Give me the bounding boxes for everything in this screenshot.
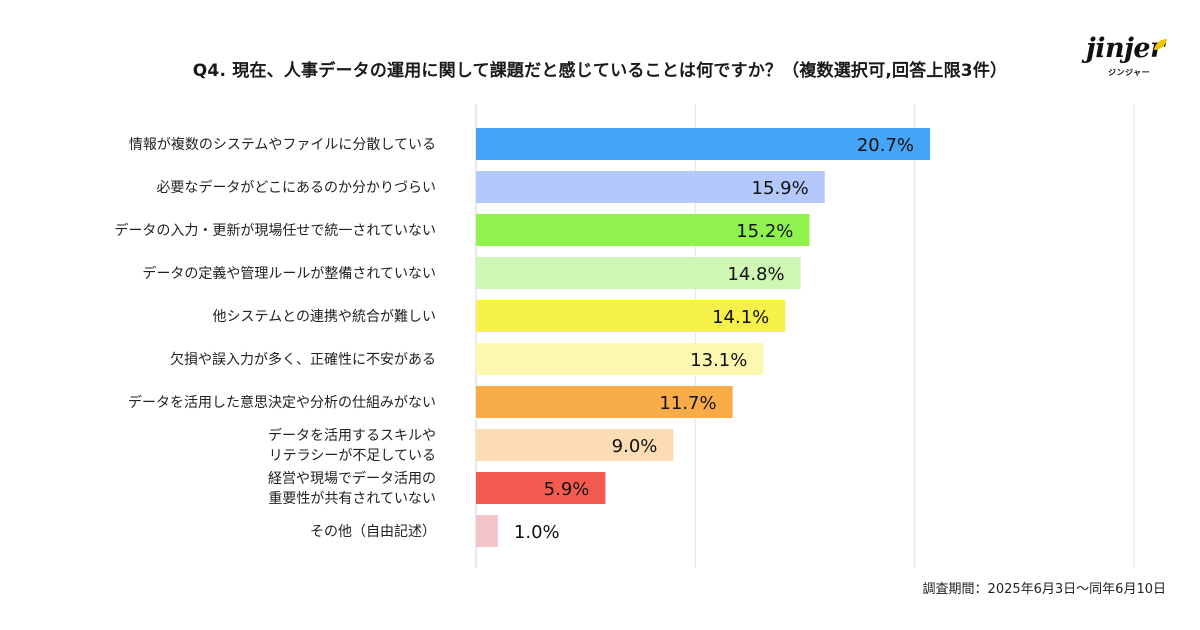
bar <box>476 472 606 504</box>
data-label: 11.7% <box>659 393 716 414</box>
category-label: データの定義や管理ルールが整備されていない <box>142 265 436 282</box>
category-label: データの入力・更新が現場任せで統一されていない <box>114 222 436 239</box>
data-label: 13.1% <box>690 350 747 371</box>
category-label: 欠損や誤入力が多く、正確性に不安がある <box>170 351 436 368</box>
page-title: Q4. 現在、人事データの運用に関して課題だと感じていることは何ですか？（複数選… <box>192 61 1008 81</box>
bar <box>476 386 733 418</box>
category-label: 経営や現場でデータ活用の重要性が共有されていない <box>268 470 436 507</box>
bar <box>476 300 786 332</box>
logo-word: jinjer <box>1086 33 1164 64</box>
bar <box>476 128 931 160</box>
leaf-icon <box>1154 39 1167 50</box>
category-label: データを活用するスキルやリテラシーが不足している <box>268 427 436 464</box>
bar <box>476 429 674 461</box>
category-label: その他（自由記述） <box>310 523 436 540</box>
data-label: 14.8% <box>727 264 784 285</box>
jinjer-logo: jinjer ジンジャー <box>1086 34 1170 84</box>
data-label: 5.9% <box>544 479 590 500</box>
bar <box>476 257 801 289</box>
data-label: 15.2% <box>736 221 793 242</box>
category-label: 情報が複数のシステムやファイルに分散している <box>129 136 436 153</box>
data-label: 14.1% <box>712 307 769 328</box>
data-label: 15.9% <box>752 178 809 199</box>
category-label: 他システムとの連携や統合が難しい <box>213 309 436 325</box>
logo-kana: ジンジャー <box>1108 68 1151 77</box>
bar <box>476 343 764 375</box>
data-label: 20.7% <box>857 135 914 156</box>
category-label: 必要なデータがどこにあるのか分かりづらい <box>156 179 436 196</box>
data-label: 9.0% <box>612 436 658 457</box>
bar <box>476 214 810 246</box>
bar <box>476 171 825 203</box>
category-label: データを活用した意思決定や分析の仕組みがない <box>128 394 436 411</box>
survey-period: 調査期間：2025年6月3日〜同年6月10日 <box>922 582 1166 597</box>
data-label: 1.0% <box>514 522 560 543</box>
bar <box>476 515 498 547</box>
